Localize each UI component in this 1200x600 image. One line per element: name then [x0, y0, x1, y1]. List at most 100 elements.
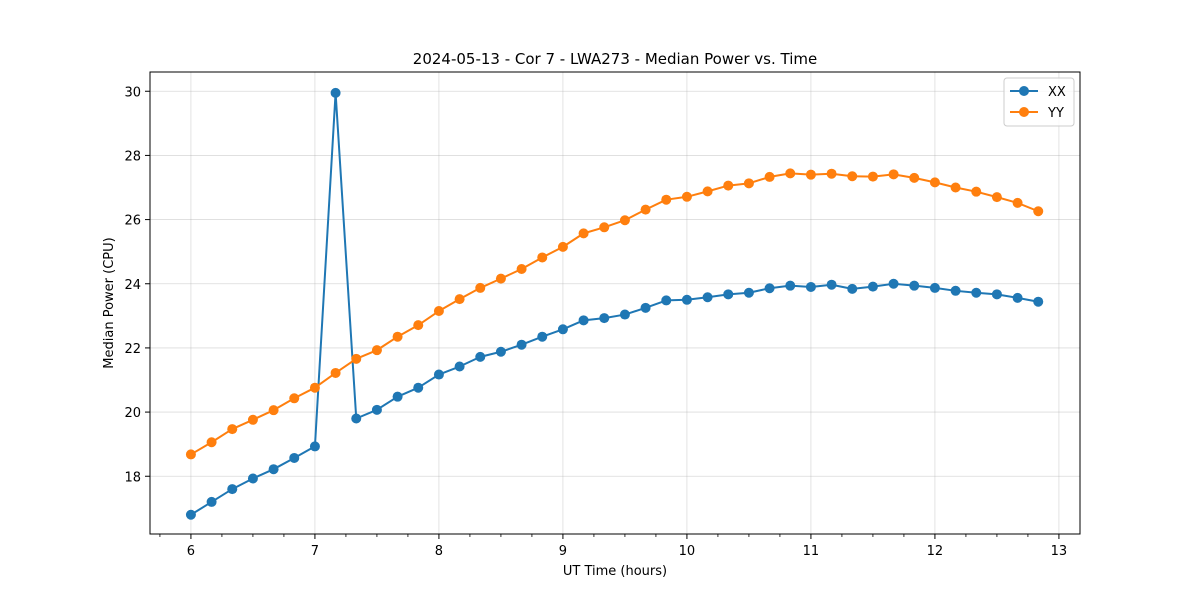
data-point-yy [433, 306, 444, 317]
y-tick-label: 28 [124, 149, 141, 164]
data-point-yy [867, 171, 878, 182]
data-point-xx [578, 315, 589, 326]
y-tick-label: 26 [124, 214, 141, 229]
data-point-yy [309, 382, 320, 393]
data-point-xx [309, 441, 320, 452]
data-point-xx [475, 351, 486, 362]
data-point-xx [1033, 296, 1044, 307]
data-point-xx [599, 313, 610, 324]
data-point-yy [206, 437, 217, 448]
data-point-yy [640, 204, 651, 215]
data-point-xx [537, 331, 548, 342]
y-tick-label: 22 [124, 342, 141, 357]
data-point-yy [929, 177, 940, 188]
y-tick-label: 18 [124, 470, 141, 485]
data-point-xx [495, 346, 506, 357]
series-xx [185, 87, 1044, 520]
legend-label-yy: YY [1047, 106, 1064, 121]
x-tick-label: 13 [1051, 544, 1068, 559]
data-point-xx [764, 283, 775, 294]
y-tick-label: 30 [124, 85, 141, 100]
data-point-xx [991, 289, 1002, 300]
data-point-xx [516, 339, 527, 350]
series-yy [185, 168, 1044, 460]
data-point-xx [289, 452, 300, 463]
data-point-xx [805, 281, 816, 292]
data-point-yy [516, 263, 527, 274]
data-point-yy [743, 178, 754, 189]
x-tick-label: 7 [311, 544, 319, 559]
x-tick-label: 8 [435, 544, 443, 559]
data-point-xx [929, 282, 940, 293]
data-point-xx [826, 279, 837, 290]
x-axis-ticks: 6 7 8 9 10 11 12 13 [159, 534, 1068, 559]
legend-marker-xx [1019, 86, 1029, 96]
data-point-yy [599, 222, 610, 233]
plot-frame [149, 71, 1081, 535]
data-point-xx [227, 484, 238, 495]
data-point-xx [723, 289, 734, 300]
data-point-yy [888, 169, 899, 180]
legend: XX YY [1003, 77, 1075, 127]
data-point-yy [971, 186, 982, 197]
data-point-yy [764, 171, 775, 182]
data-point-yy [185, 449, 196, 460]
data-point-xx [392, 391, 403, 402]
data-point-yy [392, 331, 403, 342]
data-point-xx [433, 369, 444, 380]
data-point-yy [227, 424, 238, 435]
data-point-yy [909, 172, 920, 183]
data-point-yy [826, 168, 837, 179]
data-point-xx [351, 413, 362, 424]
data-point-xx [702, 292, 713, 303]
data-point-xx [785, 280, 796, 291]
data-point-xx [909, 280, 920, 291]
data-point-xx [743, 287, 754, 298]
data-point-yy [247, 414, 258, 425]
data-point-yy [847, 171, 858, 182]
series-line-xx [190, 91, 1039, 516]
data-point-xx [640, 302, 651, 313]
x-axis-label: UT Time (hours) [563, 564, 667, 579]
series-layer [185, 87, 1044, 520]
chart-title: 2024-05-13 - Cor 7 - LWA273 - Median Pow… [413, 50, 817, 68]
x-tick-label: 12 [927, 544, 944, 559]
data-point-xx [867, 281, 878, 292]
data-point-xx [847, 283, 858, 294]
data-point-yy [537, 252, 548, 263]
data-point-yy [578, 228, 589, 239]
y-tick-label: 20 [124, 406, 141, 421]
data-point-xx [950, 285, 961, 296]
data-point-yy [268, 405, 279, 416]
data-point-xx [371, 404, 382, 415]
data-point-xx [661, 295, 672, 306]
grid [150, 72, 1080, 534]
data-point-xx [206, 496, 217, 507]
data-point-yy [991, 192, 1002, 203]
data-point-xx [971, 287, 982, 298]
x-tick-label: 10 [679, 544, 696, 559]
data-point-xx [1012, 292, 1023, 303]
data-point-xx [619, 309, 630, 320]
y-axis-ticks: 18 20 22 24 26 28 30 [124, 85, 150, 485]
y-tick-label: 24 [124, 278, 141, 293]
data-point-xx [330, 87, 341, 98]
x-tick-label: 6 [187, 544, 195, 559]
data-point-xx [557, 324, 568, 335]
data-point-xx [454, 361, 465, 372]
legend-label-xx: XX [1048, 85, 1066, 100]
data-point-yy [785, 168, 796, 179]
legend-marker-yy [1019, 107, 1029, 117]
data-point-yy [454, 294, 465, 305]
data-point-xx [268, 464, 279, 475]
x-tick-label: 11 [803, 544, 820, 559]
data-point-yy [557, 241, 568, 252]
data-point-yy [495, 273, 506, 284]
data-point-yy [702, 186, 713, 197]
data-point-yy [805, 169, 816, 180]
data-point-yy [950, 182, 961, 193]
data-point-xx [185, 509, 196, 520]
data-point-yy [619, 215, 630, 226]
